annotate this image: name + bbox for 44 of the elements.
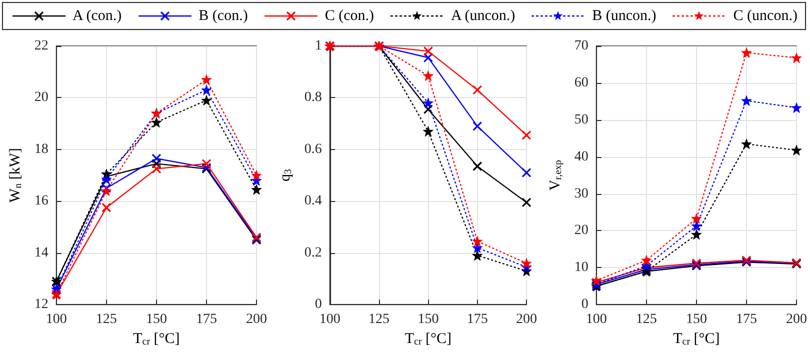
x-tick-label: 150 [686, 312, 707, 328]
legend-label: A (con.) [72, 8, 122, 24]
y-axis-title: q3 [278, 169, 294, 182]
y-tick-label: 60 [574, 75, 588, 90]
y-tick-label: 20 [574, 223, 588, 238]
y-tick-label: 0 [314, 297, 322, 312]
x-tick-label: 150 [146, 312, 167, 328]
x-tick-label: 125 [636, 312, 657, 328]
y-tick-label: 10 [574, 260, 588, 276]
y-tick-label: 18 [34, 142, 48, 157]
y-tick-label: 0.2 [304, 245, 322, 260]
x-tick-label: 200 [246, 312, 267, 328]
y-tick-label: 40 [574, 149, 588, 164]
y-tick-label: 0.4 [304, 194, 322, 209]
y-axis-title: Vr,exp [548, 160, 564, 191]
y-tick-label: 50 [574, 112, 588, 128]
legend-label: A (uncon.) [450, 8, 516, 24]
x-tick-label: 125 [368, 312, 390, 328]
y-axis-title: Wn [kW] [8, 148, 24, 203]
y-tick-label: 20 [34, 90, 48, 106]
y-tick-label: 70 [574, 38, 588, 54]
legend-label: C (con.) [324, 8, 374, 24]
x-tick-label: 200 [786, 312, 807, 328]
x-tick-label: 175 [466, 312, 488, 328]
legend-label: B (con.) [198, 8, 248, 24]
y-tick-label: 12 [34, 297, 48, 312]
x-tick-label: 100 [46, 312, 67, 328]
x-tick-label: 100 [586, 312, 607, 328]
x-tick-label: 125 [96, 312, 117, 328]
y-tick-label: 22 [34, 38, 48, 54]
x-tick-label: 200 [516, 312, 537, 328]
y-tick-label: 16 [34, 194, 48, 209]
y-tick-label: 0 [581, 297, 588, 312]
y-tick-label: 14 [34, 245, 48, 260]
y-tick-label: 0.6 [304, 142, 322, 157]
y-tick-label: 30 [574, 186, 588, 202]
legend-label: B (uncon.) [592, 8, 656, 24]
x-tick-label: 150 [418, 312, 439, 328]
y-tick-label: 1 [314, 38, 322, 54]
x-tick-label: 100 [319, 312, 340, 328]
x-tick-label: 175 [736, 312, 757, 328]
x-tick-label: 175 [196, 312, 217, 328]
y-tick-label: 0.8 [304, 90, 322, 106]
legend-label: C (uncon.) [733, 8, 798, 24]
